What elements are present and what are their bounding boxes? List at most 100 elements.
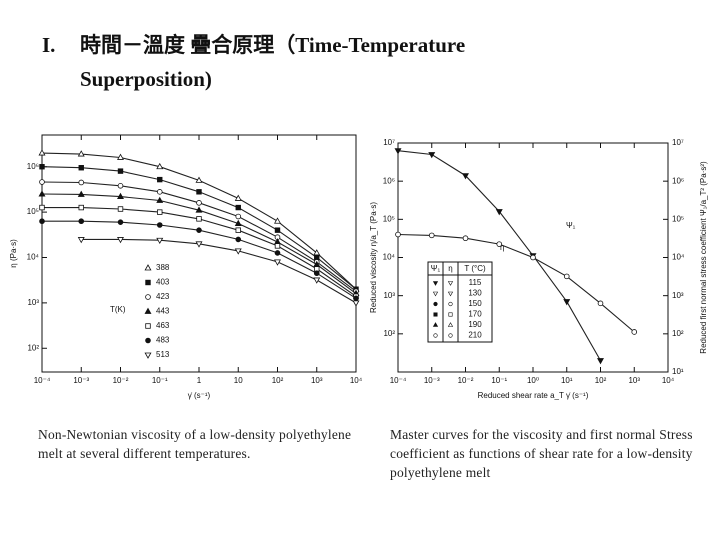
y-tick-label: 10⁵ <box>27 207 39 216</box>
x-tick-label: 1 <box>197 376 202 385</box>
marker <box>117 206 124 212</box>
marker <box>196 216 202 222</box>
y-tick-label: 10² <box>383 329 395 338</box>
figures: 10⁻⁴ 10⁻³ 10⁻² 10⁻¹ 1 10 10² 10³ 10⁴ 10² 10³ 10⁴ 10⁵… <box>9 134 708 400</box>
marker <box>563 299 571 306</box>
legend-label: 483 <box>156 336 170 345</box>
marker <box>196 189 202 195</box>
marker <box>77 190 85 197</box>
series-label: Ψ₁ <box>566 221 576 230</box>
marker <box>145 337 151 344</box>
x-tick-label: 10 <box>234 376 243 385</box>
marker <box>597 358 604 365</box>
y-axis-label: Reduced viscosity η/a_T (Pa·s) <box>369 202 378 313</box>
marker <box>117 182 124 189</box>
x-tick-label: 10⁻⁴ <box>34 376 51 385</box>
marker <box>77 150 85 157</box>
plot-frame <box>41 134 357 373</box>
marker <box>235 213 242 220</box>
legend-temp: 130 <box>468 289 482 298</box>
marker <box>495 209 503 216</box>
x-tick-label: 10⁴ <box>350 376 363 385</box>
legend-table <box>427 261 493 343</box>
marker <box>235 236 242 243</box>
marker <box>195 206 203 213</box>
marker <box>274 259 281 266</box>
marker <box>496 241 503 247</box>
marker <box>432 291 439 297</box>
marker <box>462 173 469 180</box>
marker <box>117 237 124 244</box>
x-axis-label: γ̇ (s⁻¹) <box>188 391 211 400</box>
legend-label: 463 <box>156 321 170 330</box>
legend-label: 443 <box>156 307 170 316</box>
marker <box>196 227 202 233</box>
y2-tick-label: 10⁴ <box>672 253 685 262</box>
marker <box>39 218 45 225</box>
series-line <box>397 233 635 333</box>
marker <box>117 168 124 174</box>
y2-tick-label: 10² <box>672 329 684 338</box>
title-text: 時間－溫度 疊合原理（Time-Temperature Superpositio… <box>80 33 466 91</box>
marker <box>274 227 281 233</box>
marker <box>145 323 151 329</box>
caption-right: Master curves for the viscosity and firs… <box>390 427 693 480</box>
legend-temp: 115 <box>469 278 482 287</box>
marker <box>447 281 454 286</box>
y-tick-label: 10³ <box>383 291 395 300</box>
y-tick-label: 10² <box>27 343 39 352</box>
series-line <box>41 181 357 292</box>
marker <box>447 322 454 327</box>
y-tick-label: 10⁵ <box>383 214 395 223</box>
caption-left: Non-Newtonian viscosity of a low-density… <box>38 427 352 461</box>
x-tick-label: 10⁻¹ <box>491 376 507 385</box>
marker <box>39 204 45 211</box>
marker <box>156 162 164 170</box>
legend-header: T (°C) <box>464 264 486 273</box>
x-tick-label: 10⁻³ <box>424 376 440 385</box>
marker <box>631 329 638 335</box>
marker <box>274 250 281 256</box>
marker <box>156 222 163 228</box>
marker <box>144 264 152 271</box>
marker <box>597 300 604 307</box>
marker <box>447 291 454 297</box>
marker <box>234 248 242 255</box>
marker <box>234 194 242 201</box>
legend-label: 403 <box>156 278 170 287</box>
marker <box>235 227 241 233</box>
legend-label: 388 <box>156 263 170 272</box>
legend-temp: 210 <box>468 331 482 340</box>
marker <box>352 300 360 307</box>
marker <box>156 196 164 203</box>
marker <box>78 165 84 171</box>
x-tick-label: 10⁻² <box>113 376 129 385</box>
series-line <box>81 238 357 304</box>
marker <box>394 148 402 155</box>
y2-tick-label: 10⁶ <box>672 176 684 185</box>
y2-tick-label: 10³ <box>672 291 684 300</box>
marker <box>144 352 152 359</box>
legend-temp: 150 <box>468 299 482 308</box>
legend-header: η <box>448 264 452 273</box>
marker <box>156 237 164 245</box>
marker <box>78 179 85 186</box>
title-number: I. <box>42 33 56 57</box>
marker <box>234 219 242 226</box>
y-axis-label: η (Pa·s) <box>9 239 18 268</box>
marker <box>145 279 151 286</box>
x-tick-label: 10³ <box>311 376 323 385</box>
marker <box>432 322 439 327</box>
marker <box>353 295 359 302</box>
marker <box>462 235 469 242</box>
marker <box>144 307 152 314</box>
marker <box>195 176 203 183</box>
marker <box>77 237 85 244</box>
marker <box>448 301 453 307</box>
legend-temp: 170 <box>468 310 482 319</box>
marker <box>38 149 46 156</box>
marker <box>235 204 241 211</box>
marker <box>78 218 85 225</box>
x-tick-label: 10¹ <box>561 376 573 385</box>
